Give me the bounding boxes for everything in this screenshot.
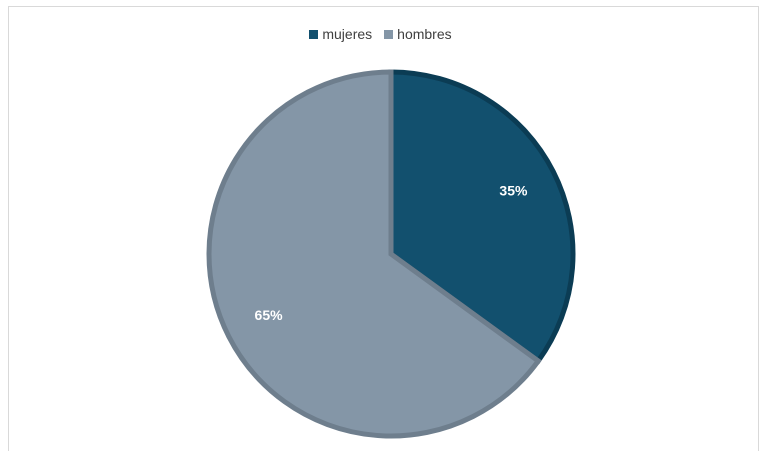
legend-entry-hombres: hombres (384, 26, 452, 42)
legend-label-mujeres: mujeres (322, 26, 373, 42)
legend-label-hombres: hombres (397, 26, 452, 42)
pie-slice-mujeres (388, 69, 576, 365)
chart-legend: mujeres hombres (0, 26, 761, 42)
legend-entry-mujeres: mujeres (309, 26, 372, 42)
legend-swatch-hombres (384, 29, 394, 39)
pie-data-labels: 35% 65% (255, 182, 528, 323)
pie-slices (206, 69, 576, 439)
pie-slice-hombres (206, 69, 542, 439)
chart-area (8, 6, 759, 451)
data-label-mujeres: 35% (499, 182, 528, 198)
data-label-hombres: 65% (255, 307, 284, 323)
legend-swatch-mujeres (309, 29, 319, 39)
